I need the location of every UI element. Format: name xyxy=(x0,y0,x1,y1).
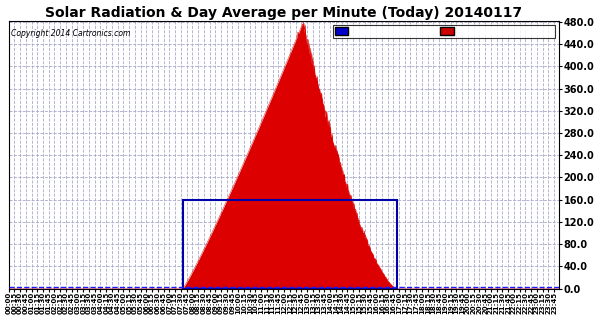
Legend: Median  (W/m2), Radiation  (W/m2): Median (W/m2), Radiation (W/m2) xyxy=(333,25,555,38)
Text: Copyright 2014 Cartronics.com: Copyright 2014 Cartronics.com xyxy=(11,29,131,38)
Title: Solar Radiation & Day Average per Minute (Today) 20140117: Solar Radiation & Day Average per Minute… xyxy=(46,5,523,20)
Bar xyxy=(183,200,397,289)
